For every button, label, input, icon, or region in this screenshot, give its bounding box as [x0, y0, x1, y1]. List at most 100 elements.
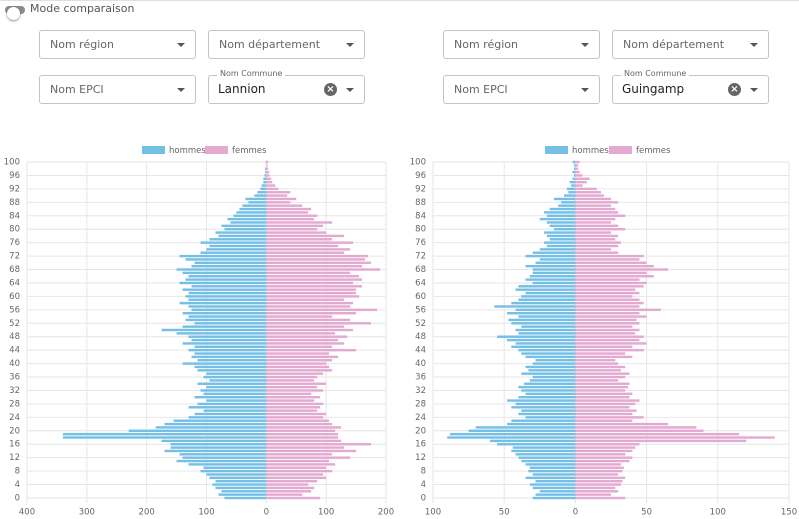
bar	[575, 432, 740, 436]
bar	[265, 167, 267, 170]
clear-button[interactable]: ×	[324, 83, 337, 96]
dropdown-arrow[interactable]	[581, 88, 589, 92]
bar	[575, 359, 616, 362]
y-tick-label: 96	[415, 171, 426, 181]
y-tick-label: 88	[9, 198, 20, 208]
toggle-knob[interactable]	[7, 7, 20, 20]
y-tick-label: 8	[421, 467, 426, 477]
legend-swatch[interactable]	[609, 146, 632, 154]
bar	[266, 493, 303, 496]
bar	[263, 180, 267, 184]
bar	[575, 288, 636, 291]
bar	[128, 429, 267, 433]
bar	[212, 483, 267, 486]
epci-select[interactable]: Nom EPCI	[39, 75, 196, 104]
bar	[518, 348, 576, 352]
bar	[266, 486, 315, 490]
epci-select[interactable]: Nom EPCI	[443, 75, 600, 104]
clear-button[interactable]: ×	[728, 83, 741, 96]
dropdown-arrow[interactable]	[177, 88, 185, 92]
bar	[549, 224, 576, 228]
bar	[209, 238, 267, 241]
bar	[575, 281, 647, 285]
y-tick-label: 84	[415, 211, 426, 221]
y-tick-label: 8	[15, 467, 20, 477]
bar	[266, 496, 321, 500]
legend-swatch[interactable]	[545, 146, 568, 154]
bar	[511, 406, 576, 409]
x-tick-label: 0	[573, 508, 578, 518]
bar	[266, 281, 354, 285]
legend-label[interactable]: femmes	[636, 146, 671, 156]
bar	[179, 301, 267, 305]
bar	[521, 459, 576, 463]
bar	[575, 342, 647, 345]
bar	[507, 422, 576, 426]
bar	[546, 234, 576, 238]
legend-swatch[interactable]	[142, 146, 165, 154]
bar	[575, 160, 580, 164]
bar	[575, 241, 621, 244]
bar	[575, 221, 611, 224]
bar	[518, 395, 576, 399]
bar	[575, 214, 626, 217]
bar	[575, 352, 626, 355]
departement-select[interactable]: Nom département	[612, 30, 769, 59]
bar	[575, 392, 633, 396]
bar	[507, 338, 576, 342]
bar	[539, 248, 576, 251]
bar	[525, 254, 576, 258]
bar	[266, 348, 357, 352]
legend-label[interactable]: hommes	[169, 146, 206, 156]
bar	[266, 490, 312, 493]
region-select[interactable]: Nom région	[443, 30, 600, 59]
bar	[507, 311, 576, 315]
bar	[197, 402, 267, 406]
legend-label[interactable]: femmes	[232, 146, 267, 156]
dropdown-arrow[interactable]	[750, 88, 758, 92]
y-tick-label: 88	[415, 198, 426, 208]
bar	[194, 261, 267, 265]
bar	[266, 325, 345, 328]
bar	[191, 264, 267, 268]
dropdown-arrow[interactable]	[581, 43, 589, 47]
bar	[266, 221, 333, 224]
bar	[521, 372, 576, 375]
bar	[266, 422, 333, 426]
commune-select[interactable]: Nom Commune Guingamp ×	[612, 69, 769, 104]
bar	[182, 288, 267, 291]
bar	[575, 338, 640, 342]
bar	[532, 281, 576, 285]
y-tick-label: 72	[9, 252, 20, 262]
region-select-placeholder: Nom région	[454, 38, 518, 51]
bar	[528, 469, 576, 473]
x-tick-label: 50	[641, 508, 652, 518]
commune-select[interactable]: Nom Commune Lannion ×	[208, 69, 365, 104]
bar	[266, 254, 369, 258]
legend-swatch[interactable]	[205, 146, 228, 154]
bar	[575, 493, 611, 496]
region-select[interactable]: Nom région	[39, 30, 196, 59]
dropdown-arrow[interactable]	[177, 43, 185, 47]
bar	[575, 204, 611, 207]
bar	[218, 234, 267, 238]
toggle[interactable]	[5, 6, 25, 20]
bar	[575, 305, 640, 308]
bar	[572, 160, 576, 164]
y-tick-label: 44	[9, 346, 20, 356]
dropdown-arrow[interactable]	[346, 43, 354, 47]
bar	[575, 486, 616, 490]
bar	[203, 466, 267, 469]
dropdown-arrow[interactable]	[750, 43, 758, 47]
dropdown-arrow[interactable]	[346, 88, 354, 92]
legend-label[interactable]: hommes	[572, 146, 609, 156]
x-tick-label: 100	[425, 508, 441, 518]
bar	[575, 261, 647, 265]
bar	[575, 332, 636, 335]
y-tick-label: 32	[415, 386, 426, 396]
bar	[575, 496, 626, 500]
bar	[194, 365, 267, 369]
departement-select[interactable]: Nom département	[208, 30, 365, 59]
bar	[266, 231, 327, 234]
bar	[575, 298, 640, 301]
